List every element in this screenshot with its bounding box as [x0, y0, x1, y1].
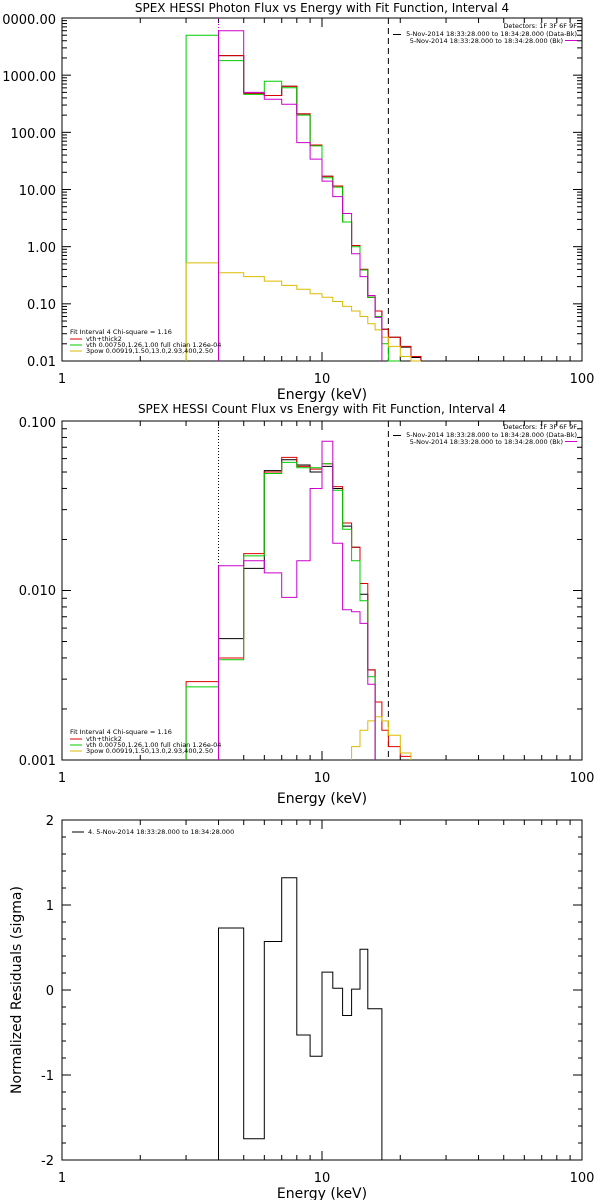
y-tick-label: 0 — [46, 984, 54, 999]
count-flux-chart: SPEX HESSI Count Flux vs Energy with Fit… — [19, 402, 595, 807]
legend-header: Detectors: 1F 3F 6F 9F — [503, 22, 577, 30]
y-tick-label: 1 — [46, 899, 54, 914]
legend-left: Fit Interval 4 Chi-square = 1.16 vth+thi… — [70, 728, 221, 755]
x-axis-label: Energy (keV) — [277, 387, 367, 403]
legend-right: Detectors: 1F 3F 6F 9F 5-Nov-2014 18:33:… — [393, 22, 577, 45]
x-tick-label: 100 — [570, 771, 595, 786]
series-3pow — [185, 262, 421, 362]
x-tick-label: 100 — [570, 372, 595, 387]
legend-entry: vth+thick2 — [86, 335, 122, 343]
series-vth — [185, 461, 376, 760]
y-tick-label: 100.00 — [11, 127, 57, 142]
y-tick-label: 1000.00 — [2, 70, 56, 85]
legend-header: Fit Interval 4 Chi-square = 1.16 — [70, 728, 172, 736]
y-tick-label: 0.01 — [27, 355, 56, 370]
legend-entry: vth 0.00750,1.26,1.00 full chian 1.26e-0… — [86, 741, 221, 749]
x-tick-label: 1 — [58, 372, 66, 387]
y-tick-label: 0.100 — [19, 416, 56, 431]
legend-entry: vth+thick2 — [86, 735, 122, 743]
legend-entry: 5-Nov-2014 18:33:28.000 to 18:34:28.000 … — [406, 431, 577, 439]
y-tick-label: 0.001 — [19, 754, 56, 769]
y-tick-label: -1 — [41, 1069, 54, 1084]
x-tick-label: 1 — [58, 771, 66, 786]
y-tick-label: 0.010 — [19, 584, 56, 599]
photon-flux-chart: SPEX HESSI Photon Flux vs Energy with Fi… — [2, 1, 594, 403]
series-bk — [218, 30, 383, 361]
legend-left: Fit Interval 4 Chi-square = 1.16 vth+thi… — [70, 328, 221, 355]
x-tick-label: 1 — [58, 1171, 66, 1186]
legend-header: Detectors: 1F 3F 6F 9F — [503, 423, 577, 431]
legend-right: Detectors: 1F 3F 6F 9F 5-Nov-2014 18:33:… — [393, 423, 577, 446]
chart-title: SPEX HESSI Count Flux vs Energy with Fit… — [138, 402, 506, 416]
y-tick-label: 0000.00 — [2, 13, 56, 28]
x-axis-label: Energy (keV) — [277, 791, 367, 807]
series-vth-thick2 — [185, 456, 412, 760]
legend-entry: 5-Nov-2014 18:33:28.000 to 18:34:28.000 … — [406, 30, 577, 38]
series-3pow — [351, 716, 412, 760]
legend-entry: 3pow 0.00919,1.50,13.0,2.93,400,2.50 — [86, 747, 213, 755]
y-tick-label: 10.00 — [19, 184, 56, 199]
y-tick-label: 0.10 — [27, 298, 56, 313]
x-axis-label: Energy (keV) — [277, 1186, 367, 1200]
x-tick-label: 100 — [570, 1171, 595, 1186]
chart-title: SPEX HESSI Photon Flux vs Energy with Fi… — [135, 1, 509, 15]
series-data-bk — [218, 55, 422, 361]
series-bk — [218, 440, 376, 760]
y-tick-label: 1.00 — [27, 241, 56, 256]
y-tick-label: 2 — [46, 814, 54, 829]
legend-entry: 4. 5-Nov-2014 18:33:28.000 to 18:34:28.0… — [88, 828, 234, 836]
legend-entry: 5-Nov-2014 18:33:28.000 to 18:34:28.000 … — [410, 438, 563, 446]
plot-frame — [61, 17, 583, 362]
y-tick-label: -2 — [41, 1154, 54, 1169]
legend-entry: vth 0.00750,1.26,1.00 full chian 1.26e-0… — [86, 341, 221, 349]
x-tick-label: 10 — [314, 771, 331, 786]
legend-header: Fit Interval 4 Chi-square = 1.16 — [70, 328, 172, 336]
legend: 4. 5-Nov-2014 18:33:28.000 to 18:34:28.0… — [72, 828, 234, 836]
legend-entry: 5-Nov-2014 18:33:28.000 to 18:34:28.000 … — [410, 37, 563, 45]
y-axis-label: Normalized Residuals (sigma) — [9, 886, 25, 1094]
series-vth-thick2 — [218, 55, 422, 361]
series-residuals — [218, 877, 383, 1160]
x-tick-label: 10 — [314, 372, 331, 387]
x-tick-label: 10 — [314, 1171, 331, 1186]
residuals-chart: 1 10 100 -2 -1 0 1 2 Energy (keV) Normal… — [9, 814, 594, 1200]
legend-entry: 3pow 0.00919,1.50,13.0,2.93,400,2.50 — [86, 347, 213, 355]
